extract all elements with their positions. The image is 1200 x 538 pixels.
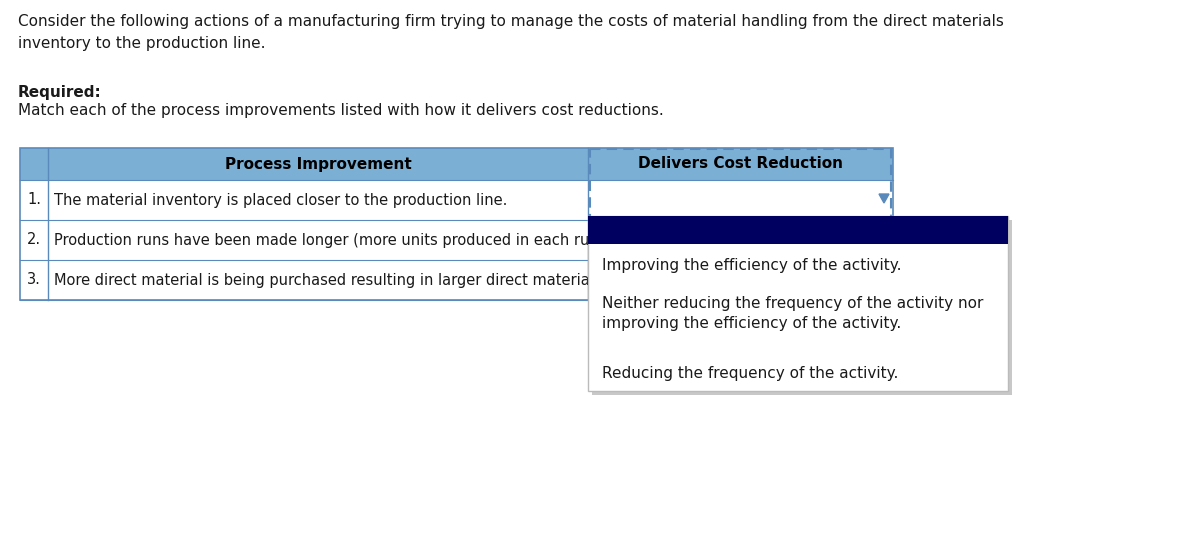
Text: 3.: 3.	[28, 273, 41, 287]
Bar	[20, 148, 893, 180]
Bar	[588, 216, 1008, 391]
Bar	[592, 220, 1012, 395]
Text: 2.: 2.	[26, 232, 41, 247]
Bar	[590, 149, 890, 219]
Text: The material inventory is placed closer to the production line.: The material inventory is placed closer …	[54, 193, 508, 208]
Text: Delivers Cost Reduction: Delivers Cost Reduction	[638, 157, 842, 172]
Bar	[20, 260, 893, 300]
Text: Reducing the frequency of the activity.: Reducing the frequency of the activity.	[602, 366, 899, 381]
Text: Consider the following actions of a manufacturing firm trying to manage the cost: Consider the following actions of a manu…	[18, 14, 1004, 51]
Bar	[588, 216, 1008, 244]
Text: 1.: 1.	[28, 193, 41, 208]
Text: Neither reducing the frequency of the activity nor
improving the efficiency of t: Neither reducing the frequency of the ac…	[602, 296, 983, 331]
Bar	[20, 220, 893, 260]
Bar	[20, 148, 893, 300]
Polygon shape	[878, 194, 889, 203]
Text: Required:: Required:	[18, 85, 102, 100]
Text: More direct material is being purchased resulting in larger direct material inve: More direct material is being purchased …	[54, 273, 671, 287]
Text: Improving the efficiency of the activity.: Improving the efficiency of the activity…	[602, 258, 901, 273]
Text: Production runs have been made longer (more units produced in each run).: Production runs have been made longer (m…	[54, 232, 610, 247]
Text: Match each of the process improvements listed with how it delivers cost reductio: Match each of the process improvements l…	[18, 103, 664, 118]
Text: Process Improvement: Process Improvement	[224, 157, 412, 172]
Bar	[20, 180, 893, 220]
